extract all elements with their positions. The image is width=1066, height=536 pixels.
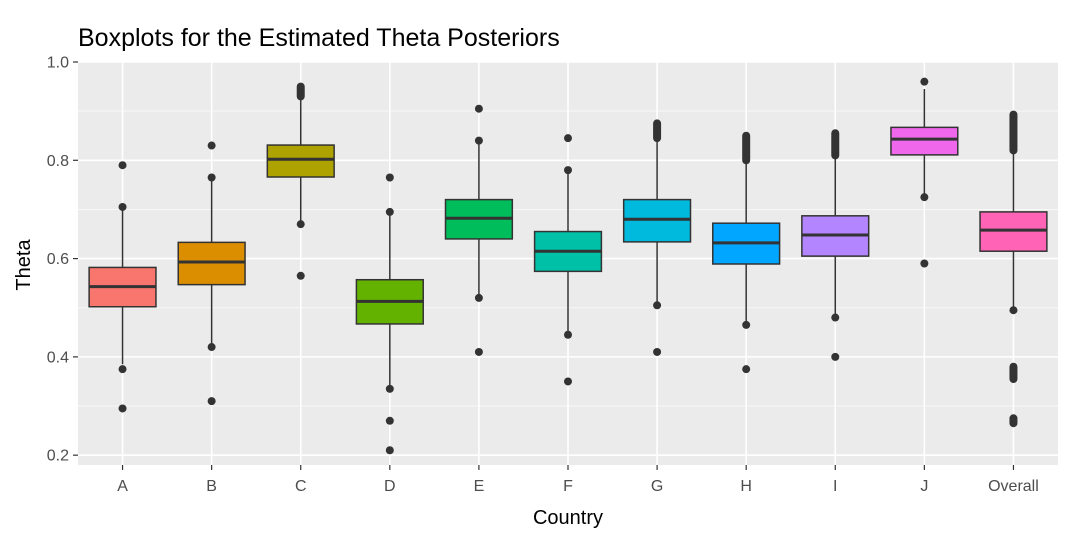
outliers-low (207, 343, 216, 352)
x-tick-label: G (651, 478, 663, 495)
y-tick-label: 0.2 (47, 448, 69, 465)
y-axis: 0.2 0.4 0.6 0.8 1.0 (47, 55, 78, 465)
y-axis-title: Theta (13, 239, 35, 291)
y-tick-label: 0.8 (47, 153, 69, 170)
box-f (533, 134, 603, 386)
outliers-low (118, 404, 127, 413)
x-tick-label: A (117, 478, 128, 495)
box-h (712, 131, 781, 374)
outliers-high (920, 77, 929, 86)
outliers-low (1009, 306, 1018, 315)
outliers-low (474, 293, 483, 302)
y-tick-label: 1.0 (47, 55, 69, 72)
outliers-low (920, 259, 929, 268)
outliers-high (474, 136, 483, 145)
outliers-low (564, 377, 572, 386)
outliers-low (920, 193, 929, 202)
outliers-high (385, 173, 394, 182)
outliers-low (831, 352, 840, 361)
outliers-low (296, 220, 305, 229)
box-b (177, 141, 246, 406)
box-i (801, 129, 870, 361)
outliers-high (207, 173, 216, 182)
box-a (88, 161, 157, 413)
outliers-low (742, 320, 751, 329)
outliers-low (385, 384, 394, 393)
box-g (622, 119, 692, 356)
outliers-high (564, 134, 572, 143)
box-c (266, 82, 335, 280)
outliers-low (831, 313, 840, 322)
outliers-high (474, 104, 483, 113)
boxes (88, 77, 1048, 455)
box-overall (979, 110, 1048, 428)
outliers-high (118, 161, 127, 170)
outliers-low (564, 330, 572, 339)
x-tick-label: Overall (988, 478, 1039, 495)
x-tick-label: J (920, 478, 928, 495)
outliers-low (385, 416, 394, 425)
y-tick-label: 0.6 (47, 251, 69, 268)
outliers-high (207, 141, 216, 150)
x-axis-title: Country (533, 507, 603, 529)
x-tick-label: B (206, 478, 217, 495)
outliers-high (118, 202, 127, 211)
x-tick-label: I (833, 478, 837, 495)
outliers-high (564, 166, 572, 175)
outliers-high (385, 207, 394, 216)
outliers-low (474, 347, 483, 356)
x-tick-label: F (563, 478, 573, 495)
box-body (890, 126, 959, 156)
x-tick-label: D (384, 478, 396, 495)
outliers-low (385, 446, 394, 455)
x-tick-label: C (295, 478, 307, 495)
outliers-low (207, 397, 216, 406)
x-tick-label: E (474, 478, 485, 495)
box-e (444, 104, 514, 356)
outliers-low (653, 301, 662, 310)
outliers-low (653, 347, 662, 356)
outliers-low (118, 365, 127, 374)
box-j (890, 77, 959, 268)
box-body (266, 144, 335, 178)
x-tick-label: H (740, 478, 752, 495)
outliers-low (742, 365, 751, 374)
x-axis: A B C D E F G H I J Overall (117, 465, 1039, 495)
chart-title: Boxplots for the Estimated Theta Posteri… (78, 24, 560, 52)
outliers-low (296, 271, 305, 280)
y-tick-label: 0.4 (47, 349, 69, 366)
box-d (355, 173, 424, 455)
